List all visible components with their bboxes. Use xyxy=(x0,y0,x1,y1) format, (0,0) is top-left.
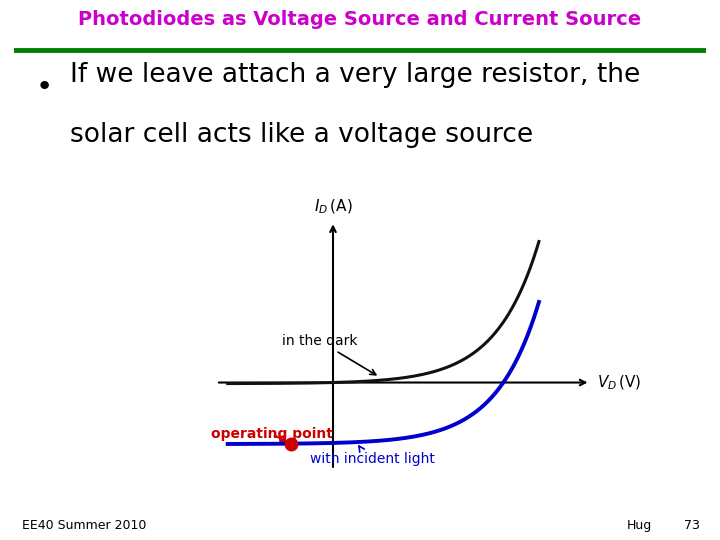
Text: If we leave attach a very large resistor, the: If we leave attach a very large resistor… xyxy=(70,62,640,88)
Text: $I_D\,\mathrm{(A)}$: $I_D\,\mathrm{(A)}$ xyxy=(314,198,352,216)
Text: 73: 73 xyxy=(684,518,700,532)
Text: Hug: Hug xyxy=(626,518,652,532)
Text: •: • xyxy=(35,73,53,102)
Text: operating point: operating point xyxy=(212,427,333,441)
Text: in the dark: in the dark xyxy=(282,334,376,375)
Text: EE40 Summer 2010: EE40 Summer 2010 xyxy=(22,518,146,532)
Text: with incident light: with incident light xyxy=(310,446,434,466)
Text: Photodiodes as Voltage Source and Current Source: Photodiodes as Voltage Source and Curren… xyxy=(78,10,642,29)
Text: $V_D\,\mathrm{(V)}$: $V_D\,\mathrm{(V)}$ xyxy=(598,373,642,392)
Text: solar cell acts like a voltage source: solar cell acts like a voltage source xyxy=(70,122,533,148)
